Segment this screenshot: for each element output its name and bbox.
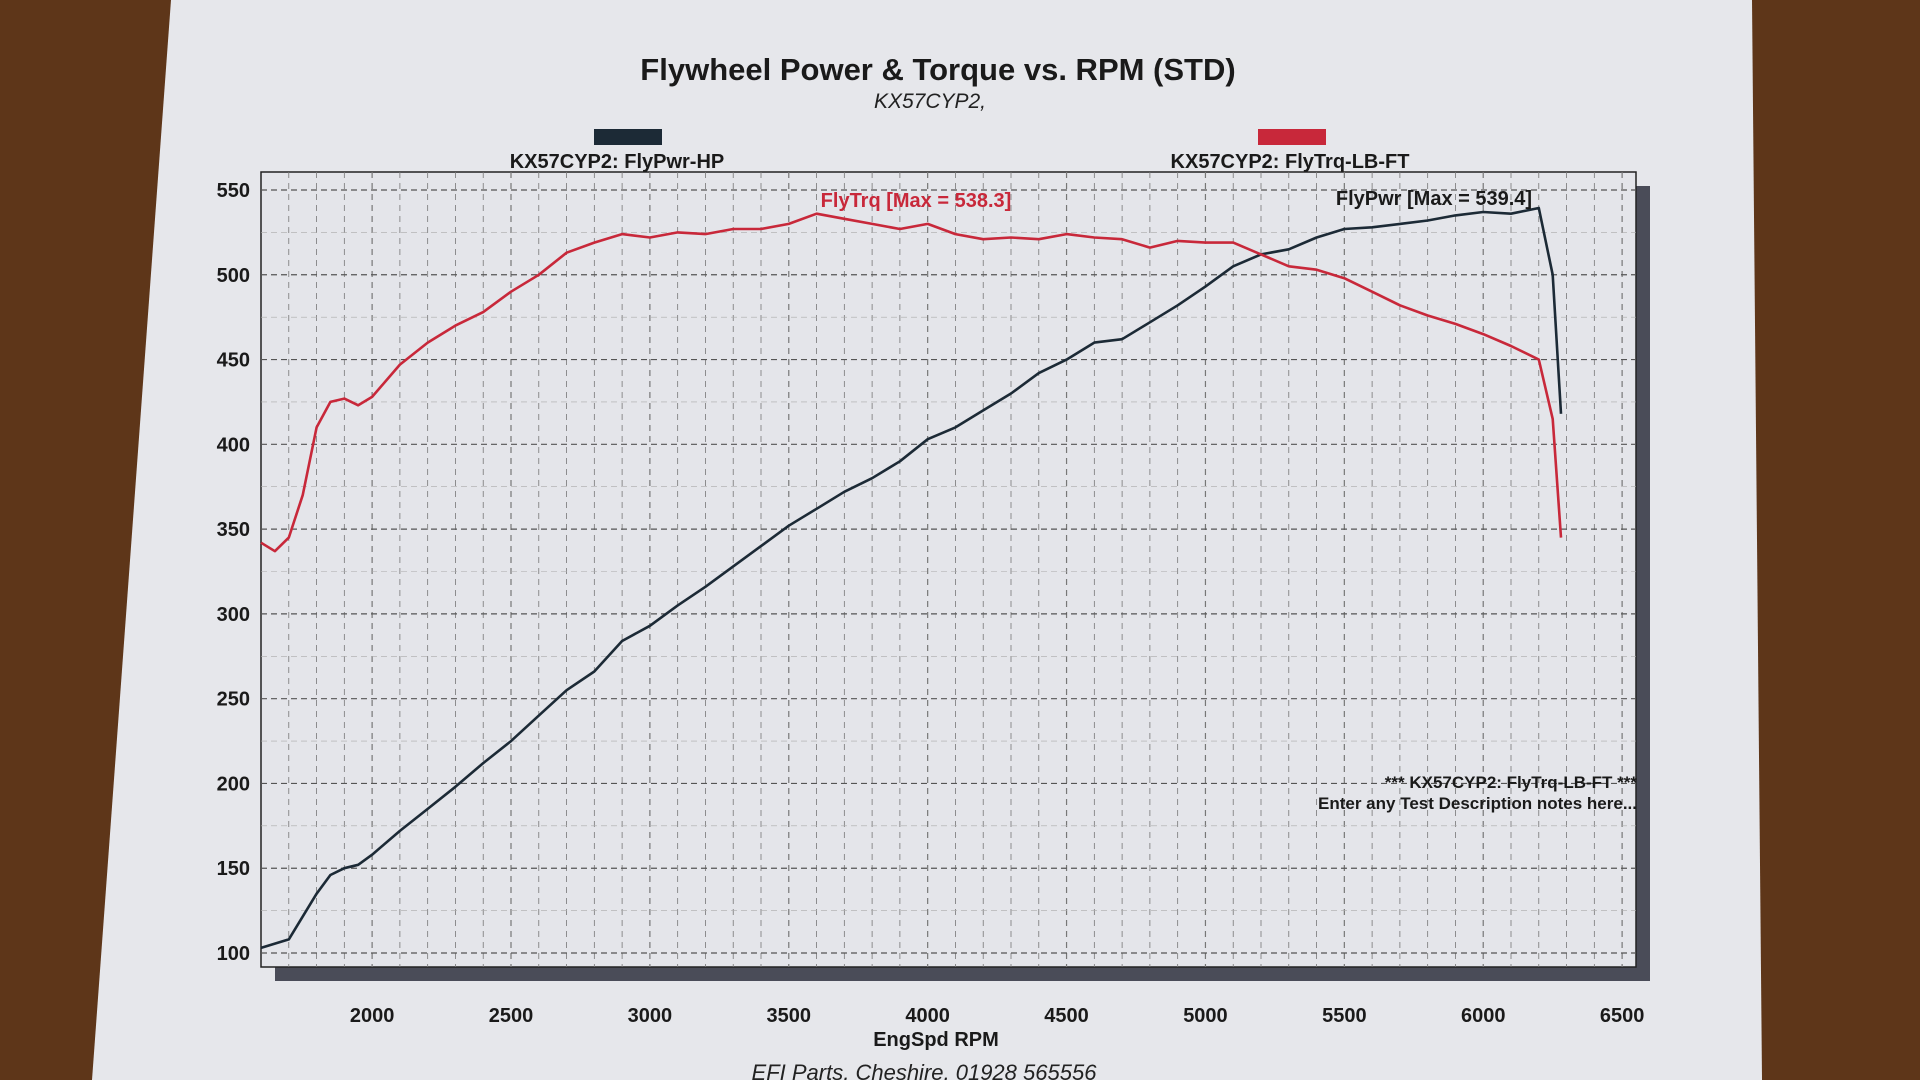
- x-tick-label: 2500: [489, 1005, 534, 1027]
- plot-area: [260, 171, 1637, 968]
- note-description: Enter any Test Description notes here...: [1318, 794, 1637, 813]
- power-max-annotation: FlyPwr [Max = 539.4]: [1336, 188, 1532, 210]
- x-tick-label: 5000: [1183, 1005, 1228, 1027]
- y-tick-label: 200: [217, 773, 250, 795]
- legend-label-power: KX57CYP2: FlyPwr-HP: [510, 151, 725, 173]
- power-curve: [260, 206, 1563, 950]
- x-tick-label: 3500: [767, 1005, 812, 1027]
- footer-text: EFI Parts, Cheshire, 01928 565556: [752, 1060, 1098, 1080]
- y-tick-label: 450: [217, 350, 250, 372]
- y-tick-label: 250: [217, 689, 250, 711]
- y-tick-label: 350: [217, 519, 250, 541]
- x-tick-label: 3000: [628, 1005, 673, 1027]
- y-tick-label: 550: [217, 180, 250, 202]
- series-lines: [260, 206, 1563, 950]
- y-tick-label: 400: [217, 434, 250, 456]
- x-tick-label: 4500: [1044, 1005, 1089, 1027]
- x-tick-label: 2000: [350, 1005, 395, 1027]
- torque-curve: [260, 212, 1563, 553]
- x-tick-label: 4000: [905, 1005, 950, 1027]
- y-tick-label: 100: [217, 943, 250, 965]
- tick-labels: 2000 2500 3000 3500 4000 4500 5000 5500 6000 6500…: [217, 180, 1645, 1027]
- x-axis-label: EngSpd RPM: [873, 1029, 999, 1051]
- legend-label-torque: KX57CYP2: FlyTrq-LB-FT: [1171, 151, 1410, 173]
- y-tick-label: 500: [217, 265, 250, 287]
- legend-swatch-torque: [1258, 129, 1326, 145]
- x-tick-label: 5500: [1322, 1005, 1367, 1027]
- y-tick-label: 300: [217, 604, 250, 626]
- y-tick-label: 150: [217, 858, 250, 880]
- chart-subtitle: KX57CYP2,: [874, 90, 986, 113]
- grid-lines: [261, 172, 1636, 967]
- chart-title: Flywheel Power & Torque vs. RPM (STD): [640, 52, 1235, 87]
- x-tick-label: 6500: [1600, 1005, 1645, 1027]
- note-title: *** KX57CYP2: FlyTrq-LB-FT ***: [1385, 773, 1638, 792]
- legend-swatch-power: [594, 129, 662, 145]
- torque-max-annotation: FlyTrq [Max = 538.3]: [821, 190, 1012, 212]
- x-tick-label: 6000: [1461, 1005, 1506, 1027]
